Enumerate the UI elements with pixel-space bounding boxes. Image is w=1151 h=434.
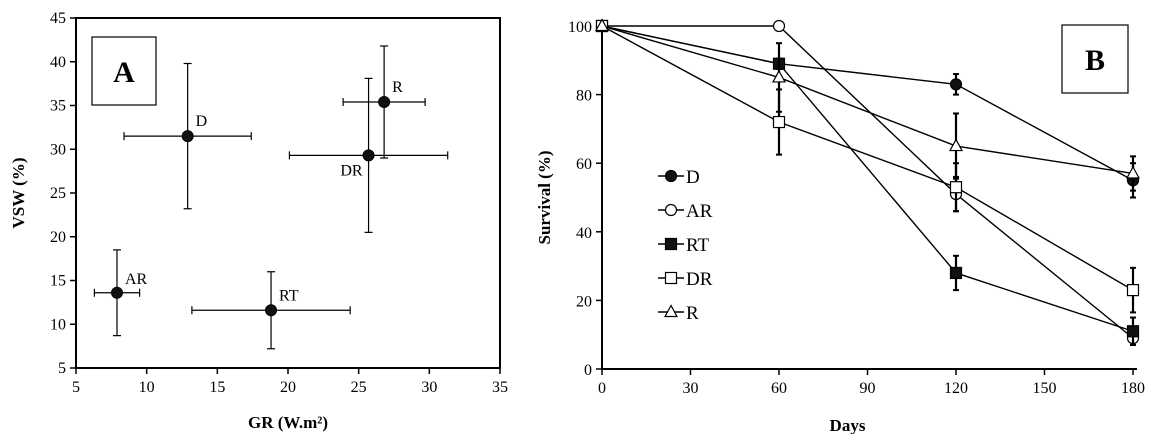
y-tick-label: 100 <box>568 19 592 36</box>
marker-open-square <box>664 271 678 285</box>
legend-label: D <box>686 167 700 188</box>
legend-label: RT <box>686 235 710 256</box>
y-tick-label: 25 <box>50 185 66 202</box>
marker-open-circle <box>772 19 786 33</box>
x-tick-label: 60 <box>771 380 787 397</box>
x-tick-label: 35 <box>492 379 508 396</box>
point-label: AR <box>125 271 148 288</box>
point-label: DR <box>340 162 363 179</box>
data-point-dr: DR <box>288 77 449 233</box>
data-point-r: R <box>342 45 426 159</box>
series-line <box>602 25 1134 339</box>
point-label: RT <box>279 287 299 304</box>
legend-label: R <box>686 303 699 324</box>
x-tick-label: 90 <box>860 380 876 397</box>
series-line <box>601 25 1134 175</box>
marker-open-triangle <box>594 18 610 32</box>
marker-open-square <box>772 115 786 129</box>
legend-item-ar: AR <box>658 201 713 222</box>
marker-filled-square <box>664 237 678 251</box>
y-tick-label: 20 <box>50 229 66 246</box>
series-dr <box>595 19 1140 314</box>
legend-label: AR <box>686 201 713 222</box>
y-tick-label: 0 <box>584 362 592 379</box>
data-point-rt: RT <box>191 271 351 350</box>
y-tick-label: 45 <box>50 10 66 27</box>
x-tick-label: 20 <box>280 379 296 396</box>
legend-item-d: D <box>658 167 700 188</box>
x-tick-label: 25 <box>351 379 367 396</box>
x-tick-label: 120 <box>944 380 968 397</box>
y-tick-label: 80 <box>576 88 592 105</box>
series-line <box>601 25 1134 332</box>
x-tick-label: 30 <box>421 379 437 396</box>
marker-open-circle <box>664 203 678 217</box>
y-tick-label: 30 <box>50 141 66 158</box>
series-rt <box>595 19 1140 346</box>
y-axis-label: Survival (%) <box>535 151 554 245</box>
y-tick-label: 10 <box>50 316 66 333</box>
legend-item-r: R <box>658 303 699 324</box>
y-tick-label: 5 <box>58 360 66 377</box>
data-point-ar: AR <box>93 249 148 337</box>
legend-item-dr: DR <box>658 269 713 290</box>
x-axis-label: GR (W.m²) <box>248 413 328 432</box>
x-tick-label: 180 <box>1121 380 1145 397</box>
point-marker <box>362 149 375 162</box>
x-axis-label: Days <box>830 416 866 434</box>
panel-a-label-box <box>91 36 157 106</box>
y-tick-label: 40 <box>50 54 66 71</box>
y-tick-label: 35 <box>50 98 66 115</box>
y-tick-label: 60 <box>576 156 592 173</box>
data-point-d: D <box>123 62 252 210</box>
marker-filled-square <box>949 266 963 280</box>
y-tick-label: 40 <box>576 225 592 242</box>
x-tick-label: 150 <box>1033 380 1057 397</box>
marker-open-triangle <box>948 138 964 152</box>
panel-a-label: A <box>113 56 135 89</box>
y-tick-label: 20 <box>576 293 592 310</box>
panel-b-label: B <box>1085 44 1105 77</box>
series-d <box>595 19 1140 199</box>
series-line <box>601 25 1134 291</box>
marker-filled-square <box>1126 325 1140 338</box>
marker-open-triangle <box>1125 165 1141 179</box>
y-tick-label: 15 <box>50 273 66 290</box>
series-ar <box>595 19 1140 346</box>
point-marker <box>378 96 391 108</box>
marker-open-triangle <box>663 304 679 318</box>
x-tick-label: 5 <box>72 379 80 396</box>
marker-filled-circle <box>664 169 678 183</box>
y-axis-label: VSW (%) <box>9 158 28 229</box>
legend-label: DR <box>686 269 713 290</box>
marker-filled-circle <box>949 78 963 91</box>
panel-b-label-box <box>1061 24 1129 94</box>
series-r <box>594 18 1141 192</box>
panel-b: 0 30 60 90 120 150 180 0 20 40 60 80 100 Days Survival… <box>535 18 1145 434</box>
point-marker <box>181 130 194 143</box>
point-marker <box>265 304 278 317</box>
legend: D AR RT DR R <box>658 167 713 324</box>
marker-open-triangle <box>771 69 787 83</box>
panel-a: 5 10 15 20 25 30 35 5 10 15 20 25 30 35 40 45 GR (W.m²) V… <box>9 10 508 432</box>
marker-open-square <box>1126 284 1140 297</box>
x-tick-label: 0 <box>598 380 606 397</box>
x-tick-label: 30 <box>683 380 699 397</box>
legend-item-rt: RT <box>658 235 710 256</box>
point-label: D <box>196 113 208 130</box>
point-marker <box>110 286 123 299</box>
x-tick-label: 15 <box>209 379 225 396</box>
x-tick-label: 10 <box>139 379 155 396</box>
marker-open-square <box>949 181 963 194</box>
point-label: R <box>392 79 403 96</box>
